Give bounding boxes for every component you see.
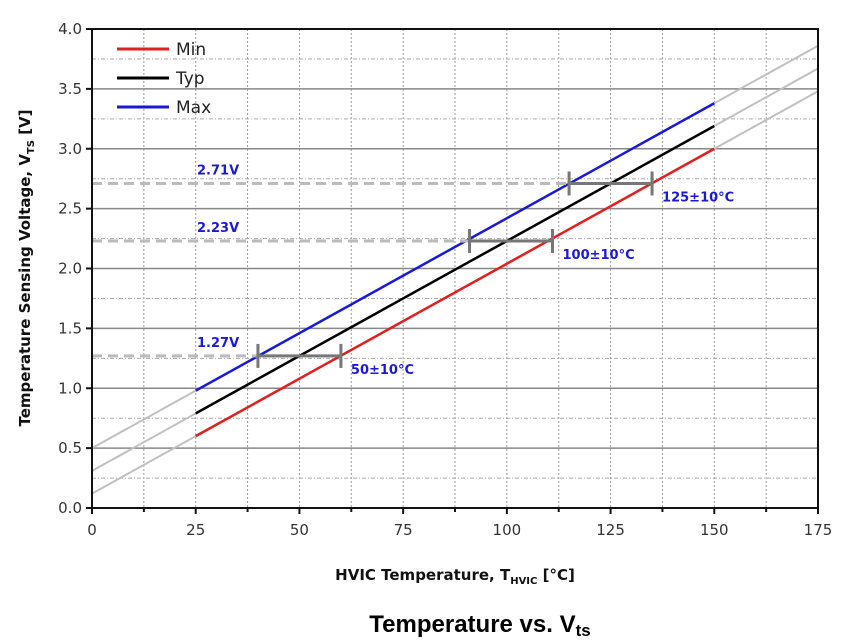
- annotations: 2.71V 125±10°C 2.23V 100±10°C 1.27V 50±10°C: [92, 163, 734, 378]
- x-tick-label: 50: [290, 521, 309, 539]
- x-tick-label: 75: [394, 521, 413, 539]
- series-line-max: [195, 102, 715, 392]
- y-tick-label: 0.5: [58, 439, 82, 457]
- voltage-label: 2.23V: [197, 221, 239, 236]
- y-tick-label: 2.0: [58, 260, 82, 278]
- y-tick-label: 0.0: [58, 499, 82, 517]
- grid: [92, 29, 818, 508]
- x-tick-label: 100: [493, 521, 522, 539]
- ticks: 0 25 50 75 100 125 150 175 0.0 0.5 1.0 1.5 2.0 2.5 3.0…: [58, 20, 832, 539]
- legend-label-min: Min: [176, 40, 206, 60]
- temperature-label: 100±10°C: [562, 248, 634, 263]
- y-tick-label: 3.0: [58, 140, 82, 158]
- series-line-min: [195, 147, 715, 438]
- x-tick-label: 25: [186, 521, 205, 539]
- y-tick-label: 4.0: [58, 20, 82, 38]
- legend-label-max: Max: [176, 98, 211, 118]
- y-axis-label: Temperature Sensing Voltage, VTS [V]: [16, 109, 37, 426]
- x-tick-label: 0: [87, 521, 97, 539]
- voltage-label: 2.71V: [197, 163, 239, 178]
- x-tick-label: 175: [804, 521, 833, 539]
- chart-title: Temperature vs. Vts: [369, 611, 590, 640]
- x-axis-label: HVIC Temperature, THVIC [°C]: [335, 566, 575, 587]
- temperature-label: 50±10°C: [351, 363, 414, 378]
- series-line-typ: [195, 124, 715, 415]
- y-tick-label: 1.5: [58, 319, 82, 337]
- series-lines: [195, 102, 715, 438]
- y-tick-label: 2.5: [58, 200, 82, 218]
- x-tick-label: 125: [596, 521, 625, 539]
- voltage-label: 1.27V: [197, 336, 239, 351]
- legend: Min Typ Max: [117, 40, 211, 118]
- temperature-label: 125±10°C: [662, 190, 734, 205]
- x-tick-label: 150: [700, 521, 729, 539]
- y-tick-label: 1.0: [58, 379, 82, 397]
- legend-label-typ: Typ: [175, 69, 205, 89]
- y-tick-label: 3.5: [58, 80, 82, 98]
